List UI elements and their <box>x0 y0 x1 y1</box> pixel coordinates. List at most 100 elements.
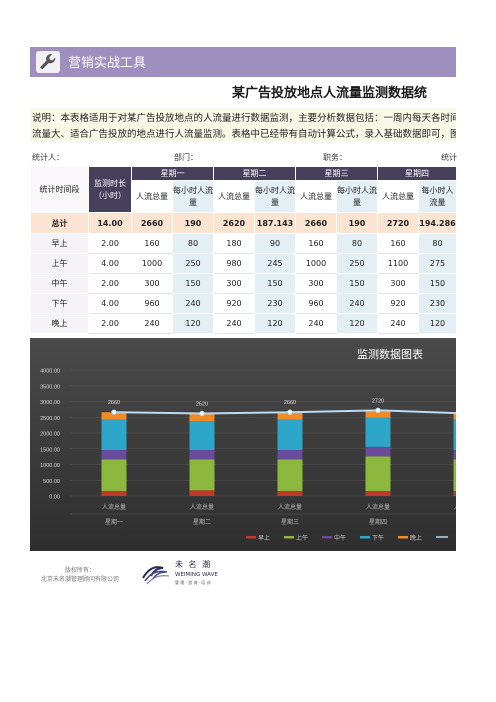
table-row: 中午 2.00 300 150 300 150 300 150 300 150 <box>30 273 457 294</box>
bar-segment <box>189 490 215 496</box>
hourly-cell: 245 <box>254 253 296 274</box>
hourly-cell: 187.143 <box>254 212 296 234</box>
header-day-3: 星期三 <box>295 166 378 181</box>
hourly-cell: 150 <box>418 273 457 294</box>
total-point <box>287 409 293 415</box>
duration-cell: 14.00 <box>88 212 132 234</box>
department-label: 部门： <box>174 153 198 162</box>
row-label: 上午 <box>30 253 89 274</box>
legend-swatch <box>360 536 370 539</box>
total-cell: 2720 <box>377 212 419 234</box>
y-tick-label: 3500.00 <box>40 384 60 390</box>
hourly-cell: 80 <box>172 233 214 254</box>
total-cell: 1000 <box>131 253 173 274</box>
note-line-2: 流量大、适合广告投放的地点进行人流量监测。表格中已经带有自动计算公式，录入基础数… <box>32 129 456 140</box>
legend-label: 早上 <box>258 534 270 542</box>
row-label: 下午 <box>30 293 89 314</box>
legend-swatch <box>322 536 332 539</box>
total-cell: 240 <box>131 313 173 334</box>
bar-segment <box>365 417 391 447</box>
table-row: 早上 2.00 160 80 180 90 160 80 160 80 <box>30 233 457 254</box>
bar-segment <box>277 419 303 451</box>
chart-canvas: 监测数据图表 4000.00 3500.00 3000.00 2500.00 2000.… <box>30 338 479 551</box>
stat-label: 统计 <box>441 153 457 162</box>
hourly-cell: 120 <box>336 313 378 334</box>
table-row: 上午 4.00 1000 250 980 245 1000 250 1100 275 <box>30 253 457 274</box>
total-cell: 2620 <box>213 212 255 234</box>
hourly-cell: 190 <box>172 212 214 234</box>
bar-segment <box>453 419 479 451</box>
subheader-hourly: 每小时人流量 <box>172 180 214 213</box>
total-cell: 960 <box>131 293 173 314</box>
x-group-label: 星期四 <box>369 518 387 526</box>
bar-segment <box>101 450 127 460</box>
row-label: 早上 <box>30 233 89 254</box>
x-group-label: 星期一 <box>105 518 123 526</box>
subheader-hourly: 每小时人流量 <box>418 180 457 213</box>
hourly-cell: 90 <box>254 233 296 254</box>
total-cell: 240 <box>213 313 255 334</box>
table-row: 下午 4.00 960 240 920 230 960 240 920 230 <box>30 293 457 314</box>
legend-label: 晚上 <box>410 534 422 542</box>
x-category-label: 人流总量 <box>366 503 390 511</box>
bar-segment <box>101 412 127 420</box>
header-banner: 营销实战工具 <box>30 47 456 77</box>
note-line-1: 说明：本表格适用于对某广告投放地点的人流量进行数据监测，主要分析数据包括：一周内… <box>32 113 456 124</box>
hourly-cell: 150 <box>254 273 296 294</box>
header-period: 统计时间段 <box>30 166 89 213</box>
brand-tagline: 管 理 · 咨 询 · 培 训 <box>175 580 211 585</box>
hourly-cell: 240 <box>172 293 214 314</box>
subheader-hourly: 每小时人流量 <box>254 180 296 213</box>
y-tick-label: 2000.00 <box>40 432 60 438</box>
total-cell: 240 <box>377 313 419 334</box>
hourly-cell: 250 <box>172 253 214 274</box>
hourly-cell: 120 <box>172 313 214 334</box>
subheader-total: 人流总量 <box>295 180 337 213</box>
traffic-table: 统计时间段 监测时长（小时） 星期一 星期二 星期三 星期四 人流总量 每小时人… <box>30 166 457 334</box>
total-cell: 960 <box>295 293 337 314</box>
hourly-cell: 190 <box>336 212 378 234</box>
duration-cell: 2.00 <box>88 233 132 254</box>
total-point <box>199 410 205 417</box>
total-cell: 160 <box>295 233 337 254</box>
total-cell: 300 <box>131 273 173 294</box>
bar-segment <box>101 490 127 496</box>
row-label: 晚上 <box>30 313 89 334</box>
page-title: 某广告投放地点人流量监测数据统 <box>232 86 428 101</box>
data-label: 2660 <box>108 400 120 406</box>
brand-logo <box>141 560 173 590</box>
bar-segment <box>189 421 215 451</box>
hourly-cell: 230 <box>418 293 457 314</box>
table-row-total: 总计 14.00 2660 190 2620 187.143 2660 190 2720 194.… <box>30 212 457 234</box>
bar-segment <box>365 490 391 496</box>
y-tick-label: 2500.00 <box>40 416 60 422</box>
legend-swatch <box>284 536 294 539</box>
total-point <box>111 409 117 415</box>
x-category-label: 人流总量 <box>278 503 302 511</box>
hourly-cell: 150 <box>336 273 378 294</box>
hourly-cell: 120 <box>254 313 296 334</box>
legend-label: 中午 <box>334 534 346 542</box>
header-day-2: 星期二 <box>213 166 296 181</box>
row-label: 总计 <box>30 212 89 234</box>
subheader-hourly: 每小时人流量 <box>336 180 378 213</box>
total-cell: 160 <box>131 233 173 254</box>
wrench-icon <box>36 51 60 73</box>
bar-segment <box>101 459 127 491</box>
description-note: 说明：本表格适用于对某广告投放地点的人流量进行数据监测，主要分析数据包括：一周内… <box>30 108 456 141</box>
duration-cell: 2.00 <box>88 313 132 334</box>
copyright-line-1: 版权所有： <box>64 567 95 574</box>
bar-segment <box>277 450 303 460</box>
y-tick-label: 0.00 <box>49 495 60 501</box>
hourly-cell: 250 <box>336 253 378 274</box>
hourly-cell: 80 <box>336 233 378 254</box>
total-cell: 300 <box>213 273 255 294</box>
banner-title: 营销实战工具 <box>68 56 147 71</box>
total-cell: 300 <box>295 273 337 294</box>
x-group-label: 星期三 <box>281 518 299 526</box>
brand-name: 未 名 潮 <box>175 560 212 569</box>
bar-segment <box>277 490 303 496</box>
chart-title: 监测数据图表 <box>357 347 423 361</box>
total-cell: 240 <box>295 313 337 334</box>
total-cell: 160 <box>377 233 419 254</box>
